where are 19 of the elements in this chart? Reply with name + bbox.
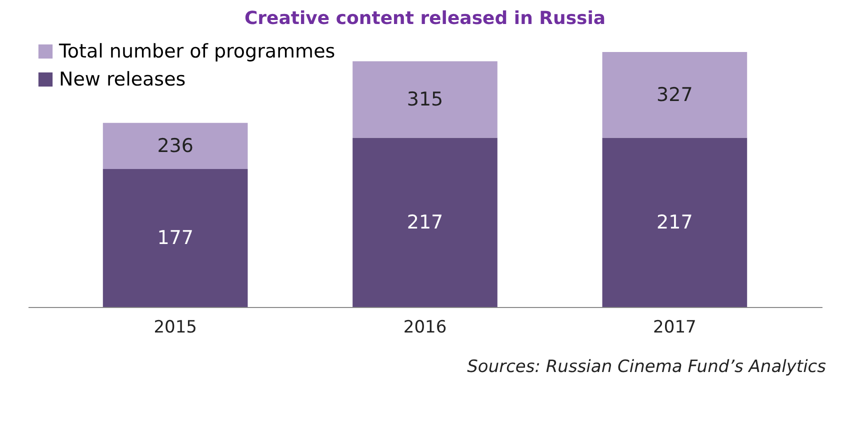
x-tick-label: 2017 — [653, 318, 696, 338]
bar — [102, 168, 248, 307]
legend-label: Total number of programmes — [58, 40, 336, 62]
total-label: 315 — [406, 88, 444, 111]
total-label: 327 — [656, 84, 693, 106]
bar — [352, 138, 498, 307]
x-tick-label: 2015 — [154, 318, 197, 338]
x-tick-label: 2016 — [403, 318, 447, 338]
bar — [602, 52, 748, 138]
source-note: Sources: Russian Cinema Fund’s Analytics — [466, 356, 826, 378]
chart-title: Creative content released in Russia — [244, 8, 606, 29]
data-label: 217 — [656, 211, 693, 234]
legend-label: New releases — [59, 68, 186, 90]
bar — [602, 138, 748, 307]
data-label: 217 — [406, 211, 444, 234]
data-label: 177 — [157, 226, 194, 249]
bar — [102, 122, 248, 169]
total-label: 236 — [157, 134, 194, 157]
bar — [352, 61, 498, 138]
